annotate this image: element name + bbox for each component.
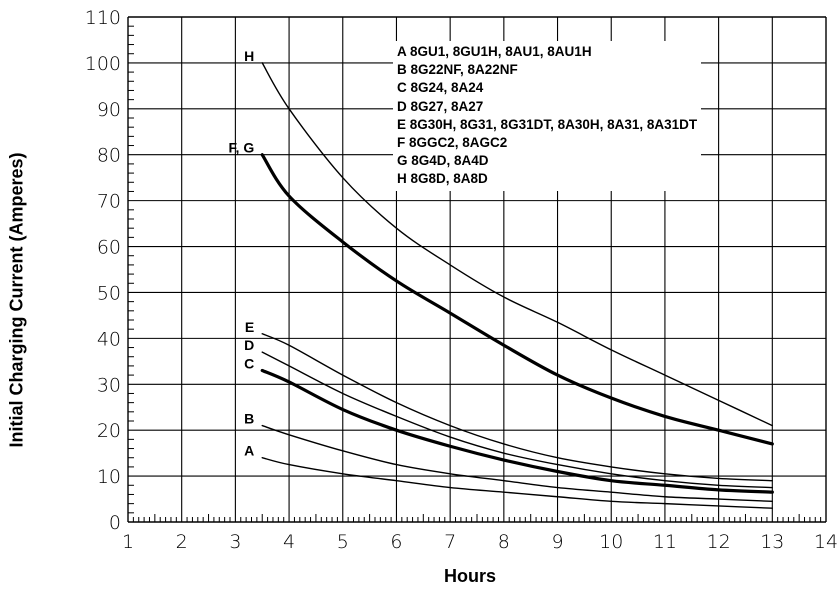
series-label-a: A	[244, 443, 254, 459]
x-tick-label: 1	[122, 531, 134, 553]
series-label-e: E	[245, 319, 254, 335]
series-labels: H F, G EDC BA	[229, 48, 255, 459]
tick-labels: 1 2 3 4 5 6 7 8 9 10 11 12 13 14010203040506070809010…	[85, 7, 838, 553]
series-line-d	[261, 351, 774, 489]
x-tick-label: 5	[337, 531, 349, 553]
y-tick-label: 10	[97, 466, 121, 488]
y-tick-label: 30	[97, 374, 121, 396]
y-tick-label: 20	[97, 420, 121, 442]
legend-entry-h: H 8G8D, 8A8D	[397, 171, 488, 187]
x-tick-label: 6	[390, 531, 402, 553]
series-line-a	[261, 457, 774, 509]
x-tick-label: 8	[498, 531, 510, 553]
legend-entry-b: B 8G22NF, 8A22NF	[397, 62, 518, 78]
legend-entry-g: G 8G4D, 8A4D	[397, 153, 489, 169]
axes	[128, 25, 822, 522]
legend-entry-d: D 8G27, 8A27	[397, 98, 484, 114]
y-tick-label: 0	[109, 512, 121, 534]
y-tick-label: 40	[97, 328, 121, 350]
x-tick-label: 10	[599, 531, 623, 553]
x-tick-label: 9	[551, 531, 563, 553]
series-label-h: H	[244, 48, 254, 64]
x-tick-label: 13	[760, 531, 784, 553]
series-line-h	[261, 62, 774, 427]
series-label-d: D	[244, 337, 254, 353]
y-axis-label: Initial Charging Current (Amperes)	[6, 152, 27, 448]
x-tick-label: 4	[283, 531, 295, 553]
series-label-f-g: F, G	[229, 140, 255, 156]
legend: A 8GU1, 8GU1H, 8AU1, 8AU1H B 8G22NF, 8A2…	[393, 41, 702, 191]
legend-entry-a: A 8GU1, 8GU1H, 8AU1, 8AU1H	[397, 44, 592, 59]
x-tick-label: 3	[229, 531, 241, 553]
legend-entry-c: C 8G24, 8A24	[397, 80, 484, 96]
series-label-b: B	[244, 411, 254, 427]
series-line-e	[261, 333, 774, 482]
y-tick-label: 110	[85, 7, 121, 29]
y-tick-label: 100	[85, 53, 121, 75]
y-tick-label: 70	[97, 191, 121, 213]
y-tick-label: 80	[97, 145, 121, 167]
y-tick-label: 50	[97, 282, 121, 304]
x-tick-label: 7	[444, 531, 456, 553]
legend-entry-e: E 8G30H, 8G31, 8G31DT, 8A30H, 8A31, 8A31…	[397, 116, 698, 132]
y-tick-label: 90	[97, 99, 121, 121]
series-line-b	[261, 424, 774, 503]
legend-entry-f: F 8GGC2, 8AGC2	[397, 135, 508, 151]
series-line-f-g	[260, 153, 774, 446]
series-line-c	[260, 368, 774, 494]
x-tick-label: 11	[653, 531, 677, 553]
x-tick-label: 2	[176, 531, 188, 553]
x-axis-label: Hours	[443, 566, 497, 586]
x-tick-label: 12	[707, 531, 731, 553]
x-tick-label: 14	[814, 531, 838, 553]
y-tick-label: 60	[97, 237, 121, 259]
series-lines	[260, 62, 774, 509]
series-label-c: C	[244, 356, 254, 372]
